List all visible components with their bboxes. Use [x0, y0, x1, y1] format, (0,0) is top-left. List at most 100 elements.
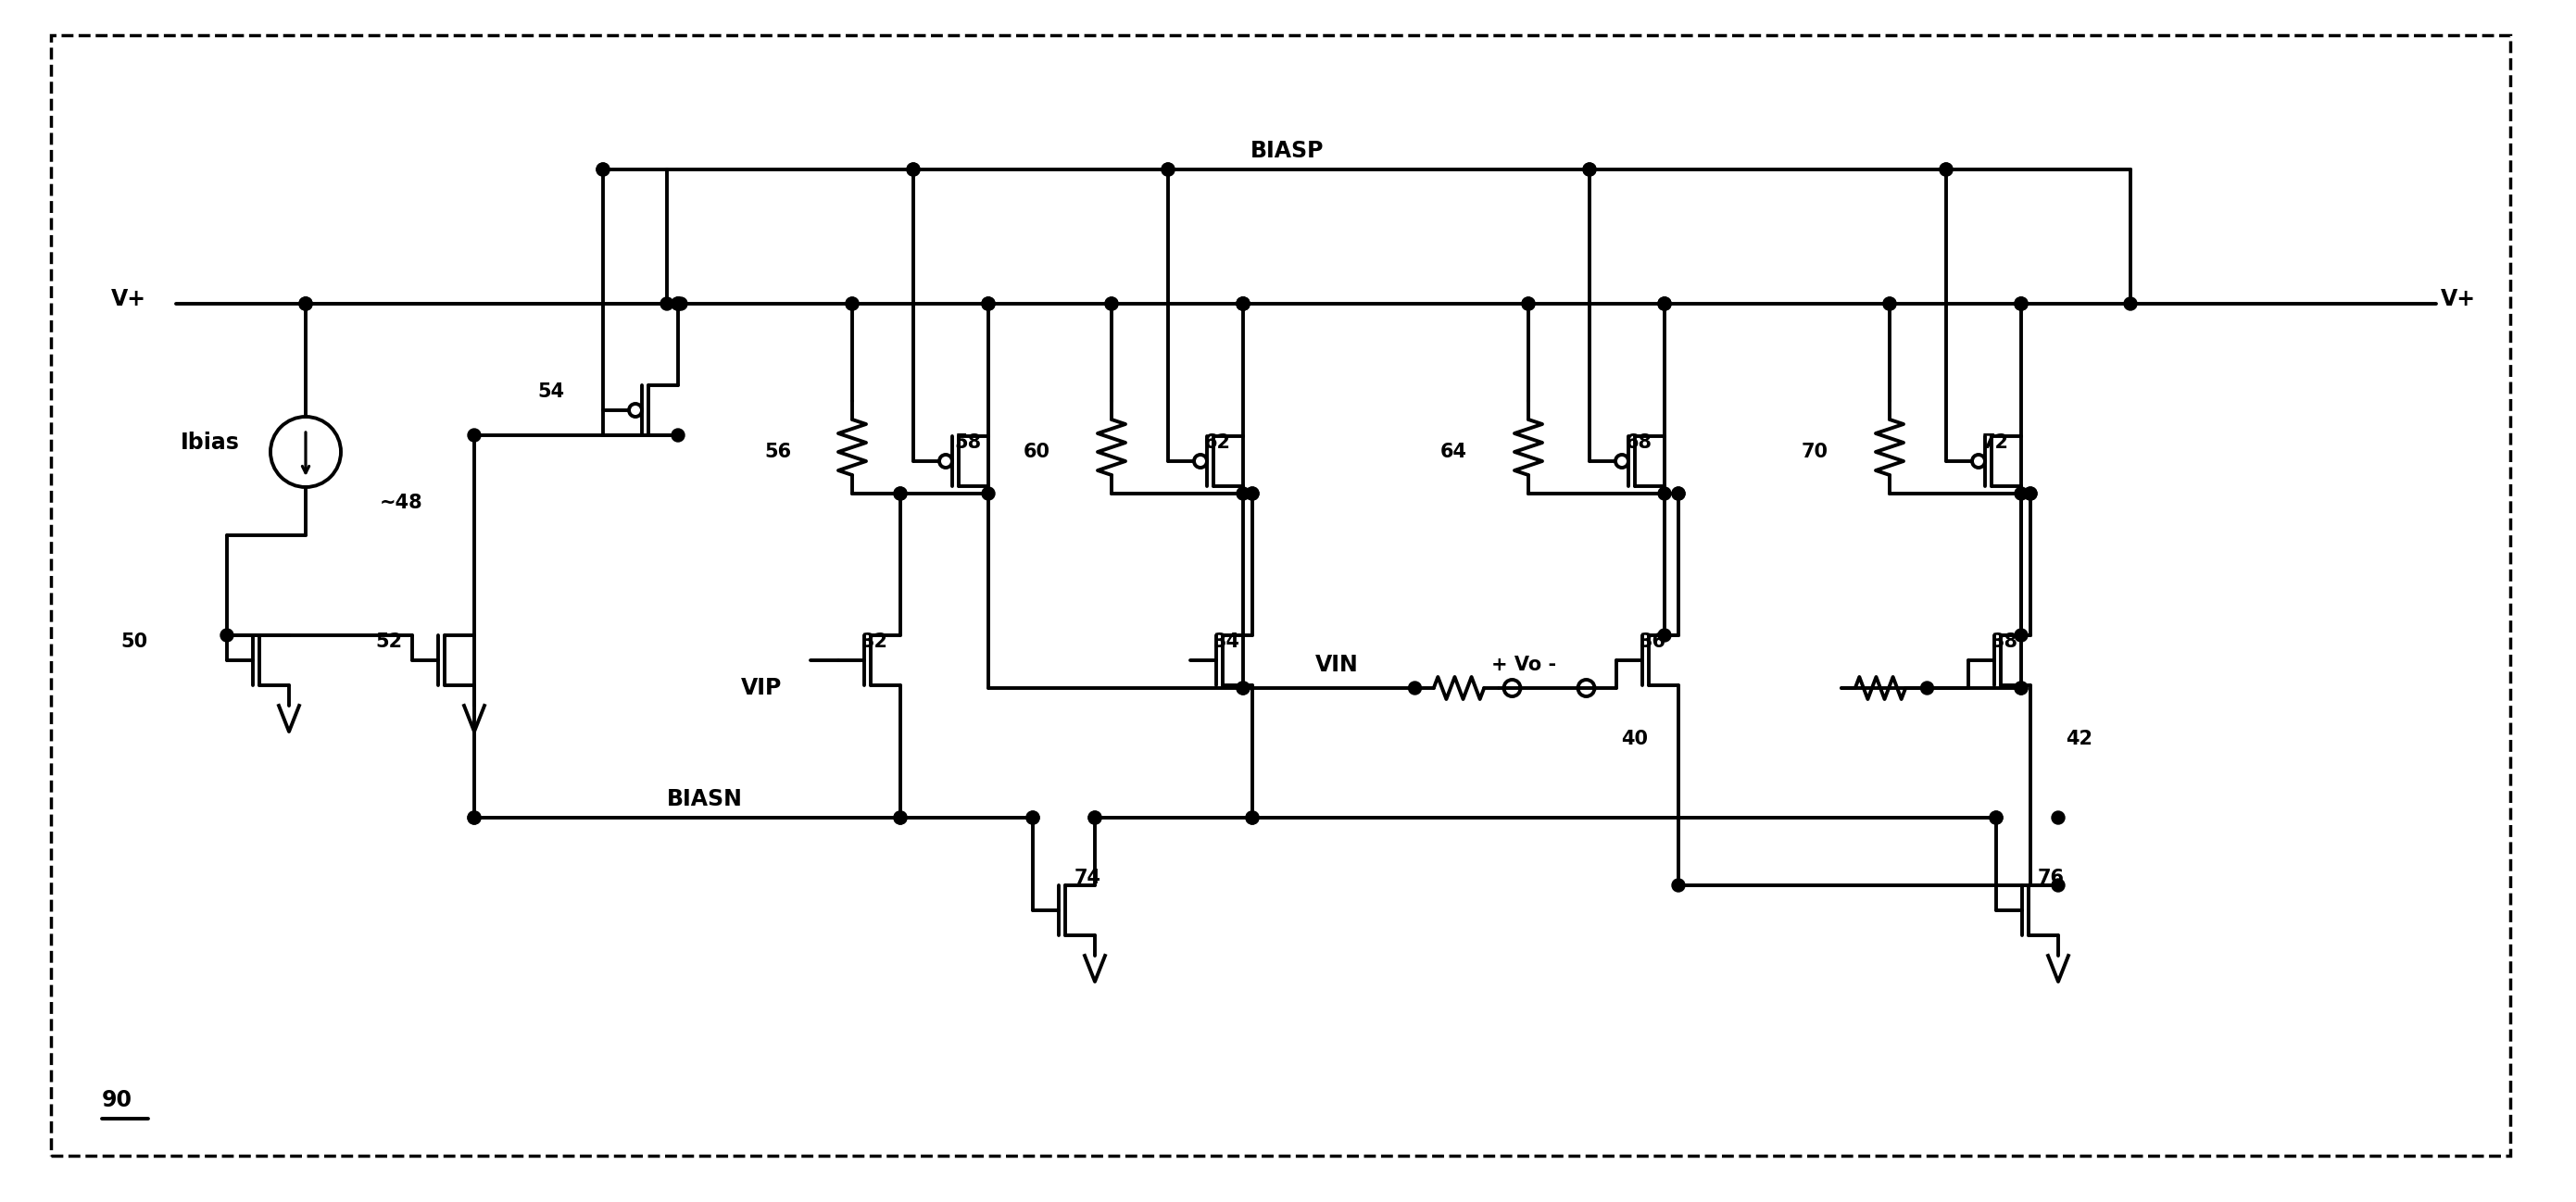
- Text: 32: 32: [860, 632, 889, 651]
- Text: 50: 50: [121, 632, 147, 651]
- Circle shape: [1940, 163, 1953, 175]
- Circle shape: [2025, 487, 2038, 500]
- Text: 60: 60: [1023, 442, 1051, 462]
- Circle shape: [1522, 297, 1535, 310]
- Text: 52: 52: [376, 632, 402, 651]
- Circle shape: [2025, 487, 2038, 500]
- Circle shape: [2050, 811, 2066, 825]
- Text: VIP: VIP: [742, 677, 783, 700]
- Text: 38: 38: [1991, 632, 2020, 651]
- Circle shape: [598, 163, 611, 175]
- Circle shape: [469, 429, 482, 441]
- Circle shape: [907, 163, 920, 175]
- Circle shape: [894, 487, 907, 500]
- Circle shape: [672, 429, 685, 441]
- Circle shape: [1236, 297, 1249, 310]
- Text: 58: 58: [953, 434, 981, 452]
- Circle shape: [675, 297, 688, 310]
- Circle shape: [845, 297, 858, 310]
- Text: + Vo -: + Vo -: [1492, 655, 1556, 674]
- Text: 54: 54: [538, 382, 564, 401]
- Text: V+: V+: [111, 288, 147, 310]
- Circle shape: [2014, 682, 2027, 695]
- Text: 34: 34: [1213, 632, 1239, 651]
- Circle shape: [1883, 297, 1896, 310]
- Text: 56: 56: [765, 442, 791, 462]
- Circle shape: [299, 297, 312, 310]
- Circle shape: [1025, 811, 1038, 825]
- Circle shape: [1236, 682, 1249, 695]
- Circle shape: [981, 297, 994, 310]
- Circle shape: [2014, 297, 2027, 310]
- Circle shape: [2014, 297, 2027, 310]
- Circle shape: [1409, 682, 1422, 695]
- Circle shape: [894, 811, 907, 825]
- Circle shape: [1025, 811, 1038, 825]
- Circle shape: [2125, 297, 2138, 310]
- Circle shape: [672, 297, 685, 310]
- Text: 68: 68: [1625, 434, 1651, 452]
- Circle shape: [1940, 163, 1953, 175]
- Circle shape: [1090, 811, 1103, 825]
- Circle shape: [469, 811, 482, 825]
- Text: 74: 74: [1074, 869, 1103, 887]
- Circle shape: [299, 297, 312, 310]
- Circle shape: [2014, 487, 2027, 500]
- Circle shape: [894, 487, 907, 500]
- Circle shape: [1236, 297, 1249, 310]
- Circle shape: [598, 163, 611, 175]
- Circle shape: [672, 297, 685, 310]
- Text: Ibias: Ibias: [180, 432, 240, 454]
- Circle shape: [1659, 297, 1672, 310]
- Circle shape: [2014, 297, 2027, 310]
- Circle shape: [894, 811, 907, 825]
- Circle shape: [981, 297, 994, 310]
- Circle shape: [1090, 811, 1103, 825]
- Text: V+: V+: [2442, 288, 2476, 310]
- Circle shape: [1672, 487, 1685, 500]
- Circle shape: [1247, 811, 1260, 825]
- Circle shape: [1105, 297, 1118, 310]
- Circle shape: [469, 811, 482, 825]
- Text: 40: 40: [1620, 730, 1649, 748]
- Circle shape: [1659, 297, 1672, 310]
- Circle shape: [1236, 297, 1249, 310]
- Text: VIN: VIN: [1316, 654, 1358, 676]
- Circle shape: [1922, 682, 1935, 695]
- Circle shape: [1236, 297, 1249, 310]
- Circle shape: [1247, 811, 1260, 825]
- Circle shape: [981, 487, 994, 500]
- Circle shape: [1584, 163, 1597, 175]
- Circle shape: [672, 297, 685, 310]
- Text: 64: 64: [1440, 442, 1468, 462]
- Circle shape: [907, 163, 920, 175]
- Text: 76: 76: [2038, 869, 2066, 887]
- Circle shape: [222, 629, 234, 642]
- Circle shape: [1584, 163, 1597, 175]
- Circle shape: [1522, 297, 1535, 310]
- Text: 70: 70: [1801, 442, 1829, 462]
- Circle shape: [1247, 487, 1260, 500]
- Circle shape: [1672, 879, 1685, 892]
- Circle shape: [2014, 682, 2027, 695]
- Text: BIASP: BIASP: [1252, 139, 1324, 162]
- Circle shape: [981, 297, 994, 310]
- Circle shape: [1162, 163, 1175, 175]
- Circle shape: [1659, 487, 1672, 500]
- Circle shape: [659, 297, 672, 310]
- Circle shape: [2050, 879, 2066, 892]
- Circle shape: [1883, 297, 1896, 310]
- Circle shape: [1989, 811, 2002, 825]
- Text: 90: 90: [103, 1089, 131, 1111]
- Circle shape: [845, 297, 858, 310]
- Circle shape: [1672, 487, 1685, 500]
- Circle shape: [1162, 163, 1175, 175]
- Circle shape: [1105, 297, 1118, 310]
- Text: ~48: ~48: [379, 494, 422, 512]
- Circle shape: [1236, 487, 1249, 500]
- Circle shape: [1989, 811, 2002, 825]
- Circle shape: [2014, 629, 2027, 642]
- Circle shape: [1236, 682, 1249, 695]
- Text: 42: 42: [2066, 730, 2092, 748]
- Text: 36: 36: [1638, 632, 1667, 651]
